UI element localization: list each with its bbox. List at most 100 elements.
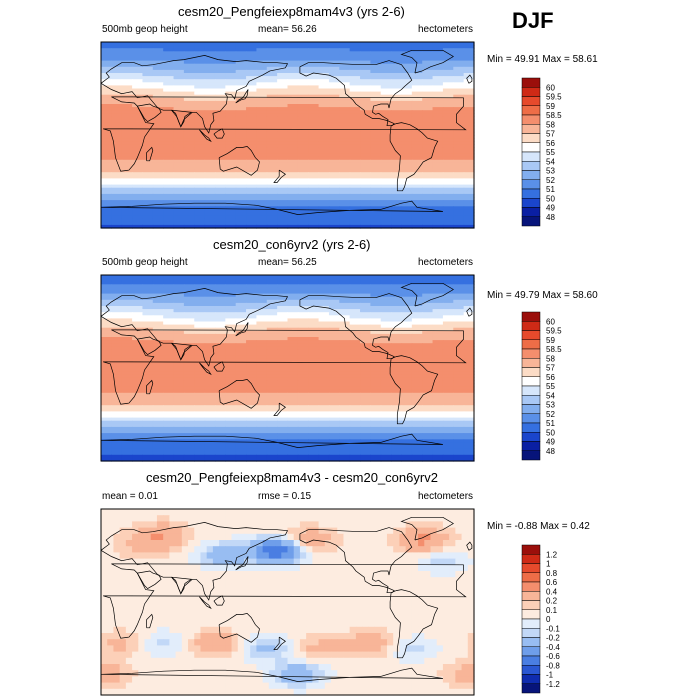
field-cell <box>380 399 392 403</box>
field-cell <box>287 558 295 566</box>
field-cell <box>183 76 195 80</box>
field-cell <box>132 380 144 385</box>
field-cell <box>246 374 258 378</box>
field-cell <box>204 333 216 338</box>
field-cell <box>287 175 299 179</box>
field-cell <box>328 337 340 341</box>
field-cell <box>360 281 371 285</box>
field-cell <box>183 281 195 285</box>
field-cell <box>152 135 164 139</box>
field-cell <box>380 312 392 316</box>
field-cell <box>461 509 469 516</box>
field-cell <box>287 107 299 111</box>
field-cell <box>442 42 454 46</box>
field-cell <box>297 150 309 155</box>
field-cell <box>328 51 340 55</box>
field-cell <box>204 293 216 298</box>
field-cell <box>246 113 258 117</box>
field-cell <box>163 457 175 462</box>
field-cell <box>349 414 361 419</box>
field-cell <box>411 546 419 553</box>
field-cell <box>277 439 289 443</box>
field-cell <box>142 333 154 338</box>
field-cell <box>360 69 371 74</box>
field-cell <box>214 296 226 301</box>
field-cell <box>225 448 237 453</box>
field-cell <box>442 197 454 201</box>
field-cell <box>266 110 278 114</box>
field-cell <box>411 395 423 400</box>
field-cell <box>343 540 351 547</box>
field-cell <box>380 147 392 152</box>
field-cell <box>173 309 185 313</box>
field-cell <box>111 315 123 319</box>
field-cell <box>360 306 371 310</box>
field-cell <box>107 521 115 529</box>
field-cell <box>173 355 185 360</box>
field-cell <box>422 175 434 179</box>
field-cell <box>142 153 154 158</box>
field-cell <box>277 423 289 428</box>
field-cell <box>349 48 361 52</box>
colorbar-box <box>521 330 541 340</box>
field-cell <box>132 100 144 105</box>
field-cell <box>339 190 351 195</box>
field-cell <box>256 45 268 49</box>
field-cell <box>214 451 226 456</box>
field-cell <box>101 144 112 148</box>
field-cell <box>138 546 146 553</box>
field-cell <box>422 337 434 341</box>
field-cell <box>235 364 247 369</box>
field-cell <box>339 54 351 59</box>
field-cell <box>121 389 133 394</box>
field-cell <box>152 45 164 49</box>
field-cell <box>101 82 112 86</box>
field-cell <box>418 521 425 529</box>
field-cell <box>380 395 392 400</box>
field-cell <box>362 546 369 553</box>
field-cell <box>142 405 154 409</box>
field-cell <box>256 527 264 535</box>
field-cell <box>152 82 164 86</box>
field-cell <box>297 94 309 99</box>
field-cell <box>132 315 144 319</box>
field-cell <box>318 144 330 148</box>
field-cell <box>113 509 121 516</box>
field-cell <box>391 439 403 443</box>
field-cell <box>121 361 133 366</box>
field-cell <box>360 383 371 388</box>
field-cell <box>225 97 237 102</box>
field-cell <box>422 218 434 223</box>
field-cell <box>324 509 332 516</box>
field-cell <box>256 209 268 214</box>
field-cell <box>453 281 465 285</box>
field-cell <box>411 54 423 59</box>
field-cell <box>266 91 278 96</box>
field-cell <box>328 45 340 49</box>
field-cell <box>142 321 154 326</box>
field-cell <box>101 405 112 409</box>
field-cell <box>152 346 164 350</box>
field-cell <box>422 368 434 372</box>
field-cell <box>380 521 388 529</box>
field-cell <box>132 287 144 292</box>
field-cell <box>121 278 133 282</box>
field-cell <box>461 540 469 547</box>
field-cell <box>152 85 164 90</box>
field-cell <box>132 368 144 372</box>
field-cell <box>204 162 216 167</box>
field-cell <box>391 386 403 391</box>
field-cell <box>231 509 239 516</box>
field-cell <box>380 138 392 142</box>
field-cell <box>235 451 247 456</box>
field-cell <box>328 135 340 139</box>
field-cell <box>339 380 351 385</box>
panel-2-variable-label: 500mb geop height <box>102 257 188 268</box>
field-cell <box>318 386 330 391</box>
field-cell <box>401 97 413 102</box>
field-cell <box>152 88 164 93</box>
field-cell <box>432 426 444 431</box>
field-cell <box>328 284 340 288</box>
field-cell <box>287 159 299 164</box>
field-cell <box>183 399 195 403</box>
